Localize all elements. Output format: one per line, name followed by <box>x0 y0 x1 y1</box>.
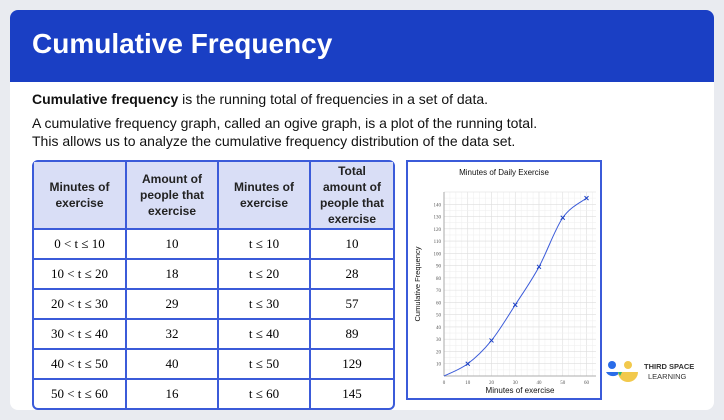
logo-line-2: LEARNING <box>648 372 687 381</box>
data-point-marker <box>536 264 542 270</box>
definition: Cumulative frequency is the running tota… <box>32 90 702 108</box>
table-row: 0 < t ≤ 10 10 t ≤ 10 10 <box>34 230 393 260</box>
header-total: Total amount of people that exercise <box>311 162 393 230</box>
table-cell: t ≤ 10 <box>219 230 311 260</box>
table-cell: 30 < t ≤ 40 <box>34 320 127 350</box>
header-bar: Cumulative Frequency <box>10 10 714 82</box>
table-cell: t ≤ 60 <box>219 380 311 408</box>
table-cell: 0 < t ≤ 10 <box>34 230 127 260</box>
y-tick-label: 80 <box>436 277 442 282</box>
y-tick-label: 140 <box>434 203 442 208</box>
table-cell: 18 <box>127 260 219 290</box>
table-cell: 32 <box>127 320 219 350</box>
table-cell: 16 <box>127 380 219 408</box>
table-cell: 40 < t ≤ 50 <box>34 350 127 380</box>
data-point-marker <box>489 338 494 343</box>
table-row: 20 < t ≤ 30 29 t ≤ 30 57 <box>34 290 393 320</box>
x-tick-label: 30 <box>513 381 519 386</box>
table-cell: 40 <box>127 350 219 380</box>
slide-card: Cumulative Frequency Cumulative frequenc… <box>10 10 714 410</box>
page-title: Cumulative Frequency <box>32 28 333 59</box>
x-tick-label: 40 <box>537 381 543 386</box>
chart-svg: 0 10 20 30 40 50 60 10 20 30 40 50 60 70 80 90 100 110 120… <box>413 168 596 395</box>
text-block: Cumulative frequency is the running tota… <box>32 90 702 150</box>
y-tick-label: 110 <box>434 240 442 245</box>
table-cell: 145 <box>342 386 362 401</box>
y-tick-label: 70 <box>436 289 442 294</box>
table-cell: 57 <box>311 290 393 320</box>
x-tick-label: 10 <box>465 381 471 386</box>
table-row: 40 < t ≤ 50 40 t ≤ 50 129 <box>34 350 393 380</box>
table-row: 30 < t ≤ 40 32 t ≤ 40 89 <box>34 320 393 350</box>
x-tick-label: 50 <box>560 381 566 386</box>
description-line-1: A cumulative frequency graph, called an … <box>32 115 538 131</box>
y-tick-label: 120 <box>434 228 442 233</box>
frequency-table: Minutes of exercise Amount of people tha… <box>32 160 395 410</box>
description-line-2: This allows us to analyze the cumulative… <box>32 133 516 149</box>
logo-icon <box>606 361 638 382</box>
y-tick-label: 30 <box>436 338 442 343</box>
table-cell: 29 <box>127 290 219 320</box>
y-tick-label: 130 <box>434 216 442 221</box>
y-tick-label: 50 <box>436 314 442 319</box>
definition-term: Cumulative frequency <box>32 91 179 107</box>
table-cell: 129 <box>311 350 393 380</box>
header-minutes: Minutes of exercise <box>34 162 127 230</box>
x-tick-label: 20 <box>489 381 495 386</box>
table-cell: t ≤ 40 <box>219 320 311 350</box>
y-tick-label: 40 <box>436 326 442 331</box>
third-space-learning-logo: THIRD SPACE LEARNING <box>604 358 710 388</box>
y-tick-label: 10 <box>436 363 442 368</box>
table-cell: 28 <box>311 260 393 290</box>
table-cell: 10 < t ≤ 20 <box>34 260 127 290</box>
ogive-chart: 0 10 20 30 40 50 60 10 20 30 40 50 60 70 80 90 100 110 120… <box>406 160 602 400</box>
x-tick-label: 0 <box>443 381 446 386</box>
table-cell: 10 <box>311 230 393 260</box>
table-cell: 89 <box>311 320 393 350</box>
definition-text: is the running total of frequencies in a… <box>178 91 489 107</box>
table-row: 50 < t ≤ 60 16 t ≤ 60 145 <box>34 380 393 408</box>
table-cell: t ≤ 30 <box>219 290 311 320</box>
table-cell: 50 < t ≤ 60 <box>34 380 127 408</box>
table-cell: t ≤ 50 <box>219 350 311 380</box>
chart-title: Minutes of Daily Exercise <box>459 168 549 177</box>
y-axis-label: Cumulative Frequency <box>413 246 422 321</box>
data-point-marker <box>465 361 471 367</box>
data-point-marker <box>584 195 589 201</box>
y-tick-label: 60 <box>436 301 442 306</box>
data-point-marker <box>560 215 566 221</box>
logo-line-1: THIRD SPACE <box>644 362 695 371</box>
y-tick-label: 90 <box>436 265 442 270</box>
x-tick-label: 60 <box>584 381 590 386</box>
table-row: 10 < t ≤ 20 18 t ≤ 20 28 <box>34 260 393 290</box>
table-cell: 10 <box>127 230 219 260</box>
x-axis-label: Minutes of exercise <box>486 386 555 395</box>
y-tick-label: 20 <box>436 350 442 355</box>
table-cell: 20 < t ≤ 30 <box>34 290 127 320</box>
table-cell: t ≤ 20 <box>219 260 311 290</box>
header-amount: Amount of people that exercise <box>127 162 219 230</box>
y-tick-label: 100 <box>434 252 442 257</box>
header-minutes-cumulative: Minutes of exercise <box>219 162 311 230</box>
data-point-marker <box>512 302 518 308</box>
